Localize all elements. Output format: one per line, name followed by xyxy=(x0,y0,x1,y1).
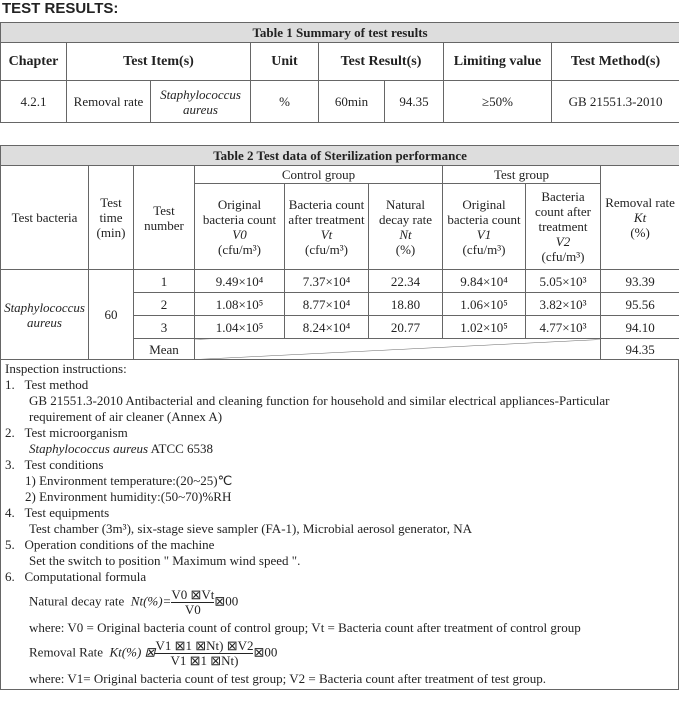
table2-caption: Table 2 Test data of Sterilization perfo… xyxy=(0,145,679,166)
inspection-instructions: Inspection instructions: 1. Test method … xyxy=(0,360,679,690)
header-test-item: Test Item(s) xyxy=(66,42,251,81)
item-5-line: Set the switch to position " Maximum win… xyxy=(29,553,301,568)
cell-unit: % xyxy=(250,80,319,123)
item-5-title: 5. Operation conditions of the machine xyxy=(5,537,215,552)
item-1-line: requirement of air cleaner (Annex A) xyxy=(29,409,223,424)
cell-v2: 4.77×10³ xyxy=(525,315,601,339)
item-4-line: Test chamber (3m³), six-stage sieve samp… xyxy=(29,521,472,536)
table-row: Staphylococcus aureus 60 1 9.49×10⁴ 7.37×10⁴… xyxy=(0,269,679,360)
cell-nt: 20.77 xyxy=(368,315,443,339)
header-method: Test Method(s) xyxy=(550,42,679,81)
cell-vt: 7.37×10⁴ xyxy=(284,269,369,293)
header-test-group: Test group xyxy=(442,165,601,184)
header-v2: Bacteria count after treatment V2 (cfu/m³) xyxy=(525,183,601,270)
cell-vt: 8.77×10⁴ xyxy=(284,292,369,316)
item-4-title: 4. Test equipments xyxy=(5,505,110,520)
header-nt: Natural decay rate Nt (%) xyxy=(368,183,443,270)
cell-result: 94.35 xyxy=(384,80,444,123)
formula-natural-decay: Natural decay rate Nt(%)= V0 ⊠Vt V0 ⊠00 xyxy=(29,587,239,617)
cell-time: 60min xyxy=(318,80,385,123)
cell-v0: 9.49×10⁴ xyxy=(194,269,285,293)
table1-caption: Table 1 Summary of test results xyxy=(0,22,679,43)
cell-nt: 22.34 xyxy=(368,269,443,293)
cell-v2: 5.05×10³ xyxy=(525,269,601,293)
header-unit: Unit xyxy=(250,42,319,81)
cell-v0: 1.08×10⁵ xyxy=(194,292,285,316)
cell-k: 94.10 xyxy=(599,315,679,339)
header-v1: Original bacteria count V1 (cfu/m³) xyxy=(442,183,526,270)
item-3-line: 2) Environment humidity:(50~70)%RH xyxy=(25,489,232,504)
cell-k: 93.39 xyxy=(599,269,679,293)
formula-removal-rate: Removal Rate Kt(%) ⊠ V1 ⊠1 ⊠Nt) ⊠V2 V1 ⊠1 … xyxy=(29,638,278,668)
header-removal: Removal rate Kt (%) xyxy=(599,165,679,270)
sterilization-table: Table 2 Test data of Sterilization perfo… xyxy=(0,145,679,360)
header-vt: Bacteria count after treatment Vt (cfu/m³) xyxy=(284,183,369,270)
mean-label: Mean xyxy=(133,338,195,360)
cell-chapter: 4.2.1 xyxy=(0,80,67,123)
mean-value: 94.35 xyxy=(599,338,679,360)
header-test-result: Test Result(s) xyxy=(318,42,444,81)
cell-v1: 1.06×10⁵ xyxy=(442,292,526,316)
header-time: Test time (min) xyxy=(88,165,134,270)
header-limit: Limiting value xyxy=(443,42,552,81)
cell-time: 60 xyxy=(88,269,134,360)
cell-n: 2 xyxy=(133,292,195,316)
cell-item: Removal rate xyxy=(66,80,151,123)
header-v0: Original bacteria count V0 (cfu/m³) xyxy=(194,183,285,270)
cell-n: 3 xyxy=(133,315,195,339)
mean-row: Mean 94.35 xyxy=(1,338,679,360)
formula-where-2: where: V1= Original bacteria count of te… xyxy=(29,671,547,686)
formula-where-1: where: V0 = Original bacteria count of c… xyxy=(29,620,581,635)
cell-vt: 8.24×10⁴ xyxy=(284,315,369,339)
item-2-title: 2. Test microorganism xyxy=(5,425,128,440)
mean-blank xyxy=(194,338,601,360)
section-2: Table 2 Test data of Sterilization perfo… xyxy=(0,145,679,690)
header-number: Test number xyxy=(133,165,195,270)
cell-organism: Staphylococcus aureus xyxy=(150,80,251,123)
table-row: 4.2.1 Removal rate Staphylococcus aureus… xyxy=(0,80,679,123)
item-6-title: 6. Computational formula xyxy=(5,569,147,584)
summary-table: Table 1 Summary of test results Chapter … xyxy=(0,22,679,123)
cell-v0: 1.04×10⁵ xyxy=(194,315,285,339)
header-control-group: Control group xyxy=(194,165,443,184)
item-1-title: 1. Test method xyxy=(5,377,89,392)
cell-nt: 18.80 xyxy=(368,292,443,316)
item-3-title: 3. Test conditions xyxy=(5,457,104,472)
page-title: TEST RESULTS: xyxy=(2,0,119,17)
cell-k: 95.56 xyxy=(599,292,679,316)
cell-v2: 3.82×10³ xyxy=(525,292,601,316)
table-row: 2 1.08×10⁵ 8.77×10⁴ 18.80 1.06×10⁵ 3.82×10³ 95… xyxy=(1,292,679,316)
item-2-line: Staphylococcus aureus ATCC 6538 xyxy=(29,441,214,456)
cell-v1: 1.02×10⁵ xyxy=(442,315,526,339)
header-bacteria: Test bacteria xyxy=(0,165,89,270)
cell-limit: ≥50% xyxy=(443,80,552,123)
cell-bacteria: Staphylococcus aureus xyxy=(0,269,89,360)
cell-n: 1 xyxy=(133,269,195,293)
cell-v1: 9.84×10⁴ xyxy=(442,269,526,293)
item-3-line: 1) Environment temperature:(20~25)℃ xyxy=(25,473,233,488)
cell-method: GB 21551.3-2010 xyxy=(550,80,679,123)
header-chapter: Chapter xyxy=(0,42,67,81)
item-1-line: GB 21551.3-2010 Antibacterial and cleani… xyxy=(29,393,610,408)
instructions-heading: Inspection instructions: xyxy=(5,361,127,376)
